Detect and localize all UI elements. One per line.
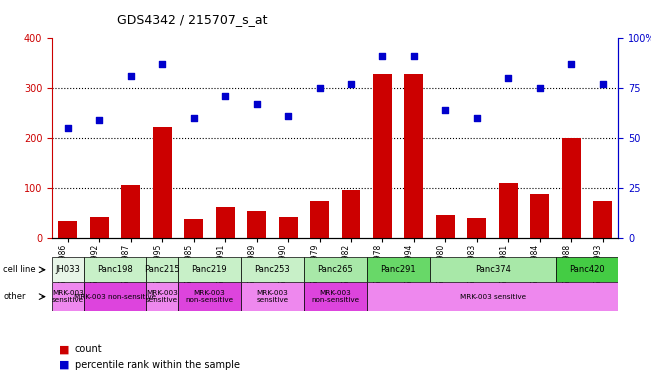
Text: other: other bbox=[3, 292, 26, 301]
Text: GDS4342 / 215707_s_at: GDS4342 / 215707_s_at bbox=[117, 13, 268, 26]
FancyBboxPatch shape bbox=[367, 282, 618, 311]
FancyBboxPatch shape bbox=[555, 257, 618, 282]
FancyBboxPatch shape bbox=[367, 257, 430, 282]
Bar bbox=[90, 217, 109, 238]
Bar bbox=[342, 190, 361, 238]
Text: MRK-003
non-sensitive: MRK-003 non-sensitive bbox=[186, 290, 234, 303]
Text: JH033: JH033 bbox=[55, 265, 80, 274]
FancyBboxPatch shape bbox=[430, 257, 555, 282]
Bar bbox=[436, 215, 455, 238]
Bar bbox=[562, 138, 581, 238]
Point bbox=[377, 53, 387, 60]
Text: Panc291: Panc291 bbox=[380, 265, 416, 274]
Text: MRK-003 non-sensitive: MRK-003 non-sensitive bbox=[74, 294, 156, 300]
Text: ■: ■ bbox=[59, 360, 69, 370]
Bar bbox=[184, 219, 203, 238]
FancyBboxPatch shape bbox=[304, 257, 367, 282]
Bar bbox=[215, 207, 234, 238]
Bar bbox=[531, 194, 549, 238]
Text: Panc198: Panc198 bbox=[97, 265, 133, 274]
Point bbox=[220, 93, 230, 99]
Point bbox=[471, 115, 482, 121]
Text: ■: ■ bbox=[59, 344, 69, 354]
Point bbox=[346, 81, 356, 88]
Bar bbox=[153, 127, 172, 238]
Point bbox=[566, 61, 576, 68]
Bar bbox=[593, 200, 612, 238]
Bar bbox=[499, 183, 518, 238]
Text: Panc219: Panc219 bbox=[191, 265, 227, 274]
FancyBboxPatch shape bbox=[83, 257, 146, 282]
Text: percentile rank within the sample: percentile rank within the sample bbox=[75, 360, 240, 370]
Point bbox=[503, 75, 514, 81]
Point bbox=[314, 85, 325, 91]
FancyBboxPatch shape bbox=[178, 257, 241, 282]
FancyBboxPatch shape bbox=[304, 282, 367, 311]
Text: MRK-003 sensitive: MRK-003 sensitive bbox=[460, 294, 525, 300]
Text: Panc265: Panc265 bbox=[318, 265, 353, 274]
Text: Panc253: Panc253 bbox=[255, 265, 290, 274]
Text: MRK-003
sensitive: MRK-003 sensitive bbox=[256, 290, 288, 303]
Point bbox=[440, 107, 450, 113]
Point bbox=[251, 101, 262, 108]
Point bbox=[598, 81, 608, 88]
Text: cell line: cell line bbox=[3, 265, 36, 274]
Text: Panc215: Panc215 bbox=[145, 265, 180, 274]
Bar bbox=[279, 217, 298, 238]
Point bbox=[94, 117, 104, 123]
Point bbox=[126, 73, 136, 79]
Point bbox=[188, 115, 199, 121]
Point bbox=[409, 53, 419, 60]
Bar bbox=[467, 218, 486, 238]
Bar bbox=[373, 74, 392, 238]
Text: Panc374: Panc374 bbox=[475, 265, 510, 274]
FancyBboxPatch shape bbox=[178, 282, 241, 311]
FancyBboxPatch shape bbox=[52, 257, 83, 282]
Bar bbox=[247, 210, 266, 238]
Point bbox=[534, 85, 545, 91]
Bar bbox=[121, 185, 140, 238]
Point bbox=[62, 125, 73, 131]
Bar bbox=[404, 74, 423, 238]
Bar bbox=[59, 220, 77, 238]
FancyBboxPatch shape bbox=[146, 282, 178, 311]
FancyBboxPatch shape bbox=[83, 282, 146, 311]
Bar bbox=[310, 200, 329, 238]
Point bbox=[283, 113, 293, 119]
FancyBboxPatch shape bbox=[241, 282, 304, 311]
FancyBboxPatch shape bbox=[146, 257, 178, 282]
Text: count: count bbox=[75, 344, 102, 354]
FancyBboxPatch shape bbox=[241, 257, 304, 282]
FancyBboxPatch shape bbox=[52, 282, 83, 311]
Text: MRK-003
sensitive: MRK-003 sensitive bbox=[146, 290, 178, 303]
Text: Panc420: Panc420 bbox=[569, 265, 605, 274]
Text: MRK-003
non-sensitive: MRK-003 non-sensitive bbox=[311, 290, 359, 303]
Text: MRK-003
sensitive: MRK-003 sensitive bbox=[51, 290, 84, 303]
Point bbox=[157, 61, 167, 68]
